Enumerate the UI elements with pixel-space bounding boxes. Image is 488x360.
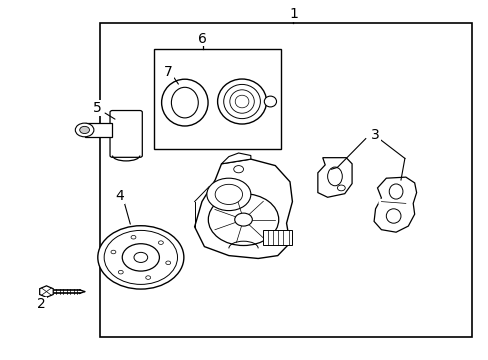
- Circle shape: [75, 123, 94, 137]
- Circle shape: [165, 261, 170, 265]
- Ellipse shape: [229, 90, 254, 113]
- Circle shape: [145, 276, 150, 279]
- Polygon shape: [194, 159, 292, 258]
- Circle shape: [215, 184, 242, 204]
- Circle shape: [158, 241, 163, 244]
- Circle shape: [98, 226, 183, 289]
- Polygon shape: [317, 158, 351, 197]
- Circle shape: [131, 235, 136, 239]
- Polygon shape: [373, 177, 416, 232]
- Circle shape: [337, 185, 345, 191]
- Circle shape: [234, 213, 252, 226]
- Bar: [154, 49, 281, 149]
- Text: 4: 4: [115, 189, 124, 203]
- Ellipse shape: [223, 85, 260, 119]
- Text: 2: 2: [37, 297, 46, 311]
- Text: 6: 6: [198, 32, 207, 45]
- Polygon shape: [84, 123, 112, 137]
- Text: 5: 5: [93, 101, 102, 115]
- Bar: [100, 23, 471, 337]
- Ellipse shape: [264, 96, 276, 107]
- Circle shape: [111, 250, 116, 254]
- Circle shape: [134, 252, 147, 262]
- Circle shape: [206, 178, 250, 211]
- FancyBboxPatch shape: [110, 111, 142, 157]
- Ellipse shape: [388, 184, 402, 199]
- Circle shape: [233, 166, 243, 173]
- Ellipse shape: [161, 79, 208, 126]
- Ellipse shape: [327, 167, 342, 186]
- Circle shape: [104, 230, 177, 284]
- Circle shape: [122, 244, 159, 271]
- Circle shape: [80, 126, 89, 134]
- Text: 3: 3: [370, 128, 379, 142]
- Ellipse shape: [235, 95, 248, 108]
- Ellipse shape: [171, 87, 198, 118]
- Circle shape: [208, 194, 278, 246]
- Polygon shape: [221, 153, 250, 164]
- Ellipse shape: [386, 209, 400, 223]
- Circle shape: [118, 270, 123, 274]
- Text: 1: 1: [288, 8, 297, 21]
- Ellipse shape: [217, 79, 266, 124]
- Text: 7: 7: [164, 65, 173, 79]
- Polygon shape: [40, 286, 53, 297]
- Polygon shape: [263, 230, 292, 245]
